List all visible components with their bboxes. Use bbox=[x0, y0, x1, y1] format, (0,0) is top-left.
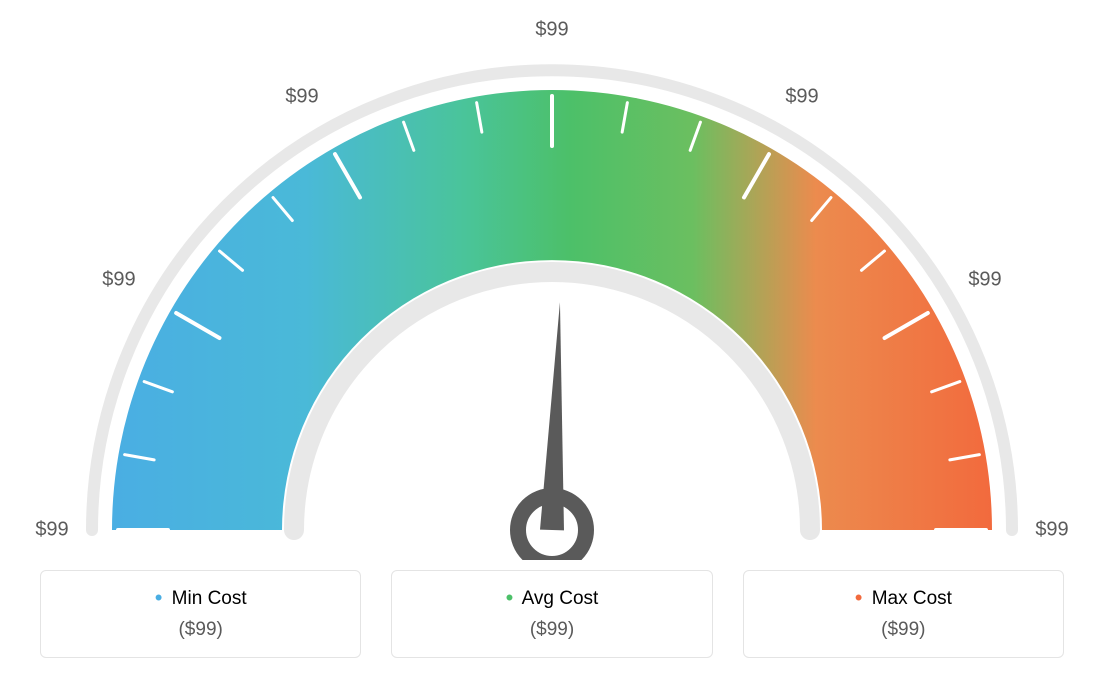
gauge-tick-label: $99 bbox=[102, 269, 135, 292]
legend-row: • Min Cost ($99) • Avg Cost ($99) • Max … bbox=[0, 570, 1104, 658]
legend-min-label: Min Cost bbox=[172, 588, 247, 609]
gauge-tick-label: $99 bbox=[1035, 519, 1068, 542]
gauge-tick-label: $99 bbox=[785, 85, 818, 108]
bullet-icon: • bbox=[855, 585, 863, 610]
legend-card-min: • Min Cost ($99) bbox=[40, 570, 361, 658]
gauge-svg bbox=[0, 0, 1104, 560]
cost-gauge-container: $99 $99 $99 $99 $99 $99 $99 • Min Cost ($99) •… bbox=[0, 0, 1104, 690]
legend-card-max: • Max Cost ($99) bbox=[743, 570, 1064, 658]
legend-max-title: • Max Cost bbox=[754, 585, 1053, 611]
gauge-tick-label: $99 bbox=[968, 269, 1001, 292]
gauge-tick-label: $99 bbox=[285, 85, 318, 108]
gauge-tick-label: $99 bbox=[535, 19, 568, 42]
legend-min-title: • Min Cost bbox=[51, 585, 350, 611]
legend-max-value: ($99) bbox=[754, 619, 1053, 641]
bullet-icon: • bbox=[506, 585, 514, 610]
legend-avg-label: Avg Cost bbox=[522, 588, 599, 609]
gauge-chart: $99 $99 $99 $99 $99 $99 $99 bbox=[0, 0, 1104, 560]
legend-card-avg: • Avg Cost ($99) bbox=[391, 570, 712, 658]
legend-max-label: Max Cost bbox=[872, 588, 952, 609]
legend-avg-title: • Avg Cost bbox=[402, 585, 701, 611]
legend-min-value: ($99) bbox=[51, 619, 350, 641]
gauge-tick-label: $99 bbox=[35, 519, 68, 542]
legend-avg-value: ($99) bbox=[402, 619, 701, 641]
bullet-icon: • bbox=[155, 585, 163, 610]
